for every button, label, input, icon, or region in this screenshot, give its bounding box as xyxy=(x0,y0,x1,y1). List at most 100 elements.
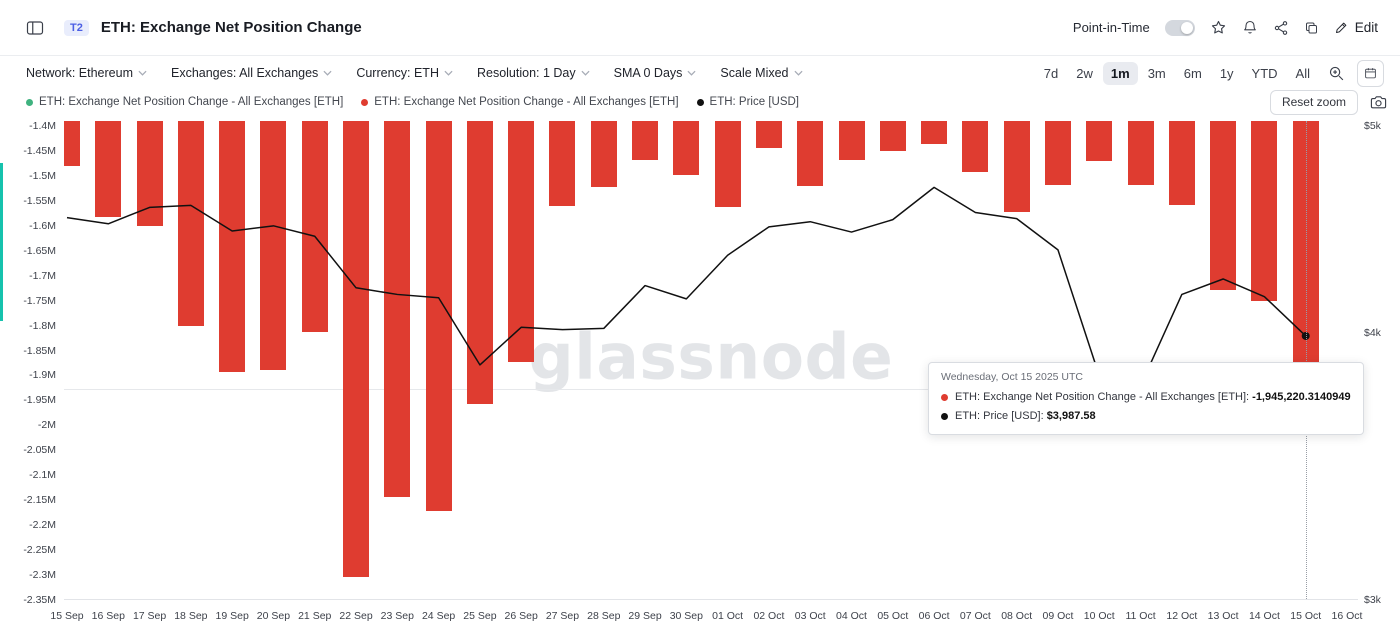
filter-currency[interactable]: Currency: ETH xyxy=(356,66,453,80)
sidebar-toggle-button[interactable] xyxy=(26,20,44,36)
bar-04-oct[interactable] xyxy=(838,121,865,160)
bar-02-oct[interactable] xyxy=(755,121,782,148)
page-title: ETH: Exchange Net Position Change xyxy=(100,19,362,36)
bar-15-sep[interactable] xyxy=(64,121,80,166)
bar-26-sep[interactable] xyxy=(508,121,535,362)
x-axis-tick: 02 Oct xyxy=(753,610,785,622)
camera-icon xyxy=(1370,95,1387,108)
y-axis-tick: -1.6M xyxy=(29,219,56,232)
range-1y[interactable]: 1y xyxy=(1212,62,1242,85)
copy-button[interactable] xyxy=(1304,20,1319,36)
x-axis-tick: 15 Oct xyxy=(1290,610,1322,622)
filter-bar: Network: Ethereum Exchanges: All Exchange… xyxy=(0,56,1400,90)
filter-label: Scale Mixed xyxy=(720,66,789,80)
calendar-button[interactable] xyxy=(1357,59,1384,87)
star-icon xyxy=(1211,20,1225,34)
bar-17-sep[interactable] xyxy=(136,121,163,226)
screenshot-button[interactable] xyxy=(1370,95,1387,110)
copy-icon xyxy=(1305,22,1317,33)
price-line-layer xyxy=(66,186,1310,387)
bar-27-sep[interactable] xyxy=(549,121,576,206)
bar-09-oct[interactable] xyxy=(1044,121,1071,185)
chevron-down-icon xyxy=(687,70,696,76)
bar-18-sep[interactable] xyxy=(177,121,204,326)
bar-30-sep[interactable] xyxy=(673,121,700,175)
tooltip-rows: ETH: Exchange Net Position Change - All … xyxy=(941,388,1351,425)
bar-06-oct[interactable] xyxy=(921,121,948,144)
x-axis-tick: 09 Oct xyxy=(1042,610,1074,622)
share-button[interactable] xyxy=(1273,20,1289,36)
bar-21-sep[interactable] xyxy=(301,121,328,332)
range-selector: 7d 2w 1m 3m 6m 1y YTD All xyxy=(1036,59,1384,87)
chart-plot-area[interactable]: glassnode xyxy=(64,121,1358,600)
range-6m[interactable]: 6m xyxy=(1176,62,1210,85)
legend-item-0[interactable]: ETH: Exchange Net Position Change - All … xyxy=(26,96,343,108)
legend-dot xyxy=(696,98,704,106)
bar-16-sep[interactable] xyxy=(95,121,122,218)
legend-dot xyxy=(361,98,369,106)
edit-button[interactable]: Edit xyxy=(1334,20,1378,35)
price-axis-tick: $5k xyxy=(1364,120,1381,132)
bar-20-sep[interactable] xyxy=(260,121,287,371)
bar-01-oct[interactable] xyxy=(714,121,741,208)
x-axis-tick: 01 Oct xyxy=(712,610,744,622)
x-axis-tick: 28 Sep xyxy=(587,610,621,622)
tooltip-series-label: ETH: Price [USD]: xyxy=(955,409,1047,422)
bar-22-sep[interactable] xyxy=(343,121,370,577)
legend-item-1[interactable]: ETH: Exchange Net Position Change - All … xyxy=(361,96,679,108)
filter-label: Exchanges: All Exchanges xyxy=(170,66,319,80)
y-axis-tick: -1.7M xyxy=(29,269,56,282)
reset-zoom-button[interactable]: Reset zoom xyxy=(1269,89,1358,115)
range-all[interactable]: All xyxy=(1288,62,1318,85)
filter-label: Network: Ethereum xyxy=(26,66,133,80)
box-zoom-button[interactable] xyxy=(1324,63,1349,84)
range-ytd[interactable]: YTD xyxy=(1244,62,1286,85)
chevron-down-icon xyxy=(793,70,803,76)
y-axis-tick: -1.5M xyxy=(29,169,56,182)
bar-23-sep[interactable] xyxy=(384,121,411,497)
chevron-down-icon xyxy=(323,70,332,76)
x-axis-tick: 29 Sep xyxy=(628,610,662,622)
bar-14-oct[interactable] xyxy=(1251,121,1278,301)
tier-badge: T2 xyxy=(64,19,89,36)
bar-08-oct[interactable] xyxy=(1003,121,1030,212)
filter-network[interactable]: Network: Ethereum xyxy=(26,66,147,80)
tooltip-row-0: ETH: Exchange Net Position Change - All … xyxy=(941,388,1351,407)
range-7d[interactable]: 7d xyxy=(1036,62,1066,85)
filter-sma[interactable]: SMA 0 Days xyxy=(614,66,697,80)
range-3m[interactable]: 3m xyxy=(1140,62,1174,85)
bar-10-oct[interactable] xyxy=(1086,121,1113,161)
header: T2 ETH: Exchange Net Position Change Poi… xyxy=(0,0,1400,56)
chevron-down-icon xyxy=(444,70,453,76)
bar-03-oct[interactable] xyxy=(797,121,824,186)
filter-scale[interactable]: Scale Mixed xyxy=(720,66,803,80)
x-axis-tick: 24 Sep xyxy=(421,610,456,622)
range-2w[interactable]: 2w xyxy=(1068,62,1101,85)
y-axis-tick: -2.1M xyxy=(29,469,56,482)
crosshair-vertical xyxy=(1305,121,1307,599)
bar-07-oct[interactable] xyxy=(962,121,989,172)
bar-11-oct[interactable] xyxy=(1127,121,1154,185)
range-1m[interactable]: 1m xyxy=(1102,61,1138,85)
bar-28-sep[interactable] xyxy=(590,121,617,188)
price-axis-tick: $4k xyxy=(1364,327,1381,340)
x-axis-tick: 16 Oct xyxy=(1331,610,1363,622)
alerts-button[interactable] xyxy=(1242,19,1258,36)
x-axis: 15 Sep 16 Sep 17 Sep 18 Sep 19 Sep 20 Sep 21 S… xyxy=(0,610,1400,628)
bar-12-oct[interactable] xyxy=(1168,121,1195,205)
x-axis-tick: 12 Oct xyxy=(1166,610,1198,622)
point-in-time-toggle[interactable] xyxy=(1164,19,1195,36)
bar-05-oct[interactable] xyxy=(879,121,906,151)
bar-13-oct[interactable] xyxy=(1210,121,1237,291)
bar-19-sep[interactable] xyxy=(219,121,246,372)
x-axis-tick: 15 Sep xyxy=(50,610,84,622)
bar-24-sep[interactable] xyxy=(425,121,452,512)
x-axis-tick: 26 Sep xyxy=(504,610,538,622)
bar-29-sep[interactable] xyxy=(632,121,659,160)
favorite-button[interactable] xyxy=(1210,19,1227,36)
y-axis-tick: -1.4M xyxy=(29,120,56,132)
filter-resolution[interactable]: Resolution: 1 Day xyxy=(477,66,590,80)
filter-exchanges[interactable]: Exchanges: All Exchanges xyxy=(171,66,332,80)
legend-item-2[interactable]: ETH: Price [USD] xyxy=(696,96,799,108)
chevron-down-icon xyxy=(581,70,590,76)
